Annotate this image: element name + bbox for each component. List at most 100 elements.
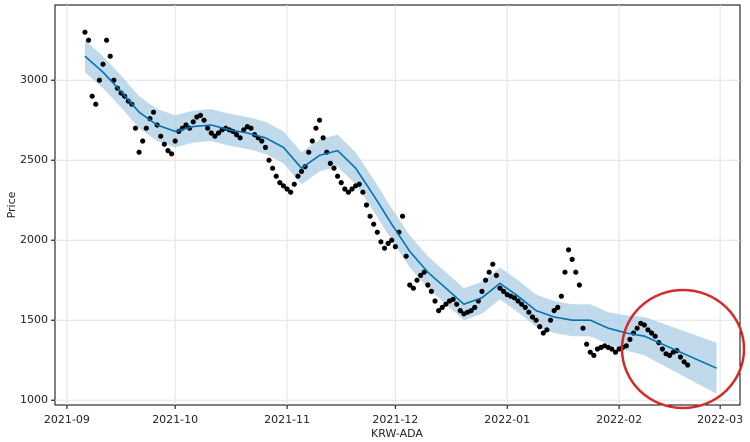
data-point xyxy=(107,53,113,59)
data-point xyxy=(385,240,391,246)
data-point xyxy=(533,317,539,323)
data-point xyxy=(201,117,207,123)
data-point xyxy=(432,298,438,304)
data-point xyxy=(587,349,593,355)
data-point xyxy=(511,295,518,301)
data-point xyxy=(392,244,398,250)
data-point xyxy=(547,317,554,323)
data-point xyxy=(100,61,106,67)
data-point xyxy=(331,165,337,171)
x-axis-label: KRW-ADA xyxy=(371,427,423,440)
data-point xyxy=(428,288,435,294)
data-point xyxy=(327,160,333,166)
data-point xyxy=(454,301,460,307)
data-point xyxy=(490,261,496,267)
data-point xyxy=(677,354,684,360)
data-point xyxy=(403,253,409,259)
data-point xyxy=(161,141,167,147)
data-point xyxy=(482,277,489,283)
data-point xyxy=(551,308,557,314)
x-tick-label: 2021-09 xyxy=(44,413,90,426)
x-tick-label: 2021-11 xyxy=(264,413,310,426)
data-point xyxy=(93,101,99,107)
data-point xyxy=(659,346,666,352)
data-point xyxy=(522,304,528,310)
data-point xyxy=(273,173,279,179)
data-point xyxy=(584,341,590,347)
data-point xyxy=(519,301,525,307)
y-tick-label: 2000 xyxy=(20,233,48,246)
data-point xyxy=(450,296,456,302)
data-point xyxy=(172,138,178,144)
data-point xyxy=(652,333,658,339)
data-point xyxy=(190,119,196,125)
data-point xyxy=(612,349,619,355)
y-tick-label: 1500 xyxy=(20,313,48,326)
y-tick-label: 2500 xyxy=(20,153,48,166)
data-point xyxy=(573,269,579,275)
x-tick-label: 2022-01 xyxy=(484,413,530,426)
data-point xyxy=(248,125,254,131)
data-point xyxy=(493,272,499,278)
data-point xyxy=(320,135,326,141)
data-point xyxy=(270,165,276,171)
data-point xyxy=(436,308,442,314)
data-point xyxy=(212,133,218,139)
data-point xyxy=(241,127,247,133)
data-point xyxy=(197,112,204,118)
data-point xyxy=(439,304,445,310)
data-point xyxy=(381,245,388,251)
data-point xyxy=(565,247,572,253)
data-point xyxy=(443,301,449,307)
data-point xyxy=(309,138,315,144)
data-point xyxy=(421,269,427,275)
data-point xyxy=(414,277,420,283)
data-point xyxy=(645,327,651,333)
data-point xyxy=(681,359,687,365)
data-point xyxy=(360,189,366,195)
data-point xyxy=(479,288,485,294)
data-point xyxy=(457,308,463,314)
data-point xyxy=(486,269,492,275)
data-point xyxy=(349,186,355,192)
data-point xyxy=(417,272,424,278)
x-tick-label: 2021-12 xyxy=(372,413,418,426)
data-point xyxy=(140,138,146,144)
x-tick-label: 2021-10 xyxy=(152,413,198,426)
y-tick-label: 3000 xyxy=(20,73,48,86)
data-point xyxy=(410,285,416,291)
data-point xyxy=(291,181,297,187)
data-point xyxy=(334,173,341,179)
data-point xyxy=(472,304,478,310)
data-point xyxy=(306,149,312,155)
data-point xyxy=(685,362,691,368)
data-point xyxy=(82,29,88,35)
data-point xyxy=(132,125,139,131)
data-point xyxy=(526,309,532,315)
data-point xyxy=(313,125,319,131)
data-point xyxy=(623,343,629,349)
data-point xyxy=(515,298,521,304)
data-point xyxy=(165,148,171,154)
data-point xyxy=(389,237,395,243)
data-point xyxy=(266,157,272,163)
data-point xyxy=(425,282,431,288)
data-point xyxy=(168,151,175,157)
data-point xyxy=(648,330,655,336)
data-point xyxy=(569,256,575,262)
data-point xyxy=(259,138,265,144)
data-point xyxy=(215,130,222,136)
data-point xyxy=(667,352,673,358)
data-point xyxy=(580,325,586,331)
data-point xyxy=(555,304,561,310)
data-point xyxy=(537,324,543,330)
data-point xyxy=(342,186,348,192)
data-point xyxy=(407,282,413,288)
data-point xyxy=(371,221,377,227)
data-point xyxy=(634,325,640,331)
data-point xyxy=(576,282,582,288)
data-point xyxy=(284,186,290,192)
data-point xyxy=(298,168,305,174)
